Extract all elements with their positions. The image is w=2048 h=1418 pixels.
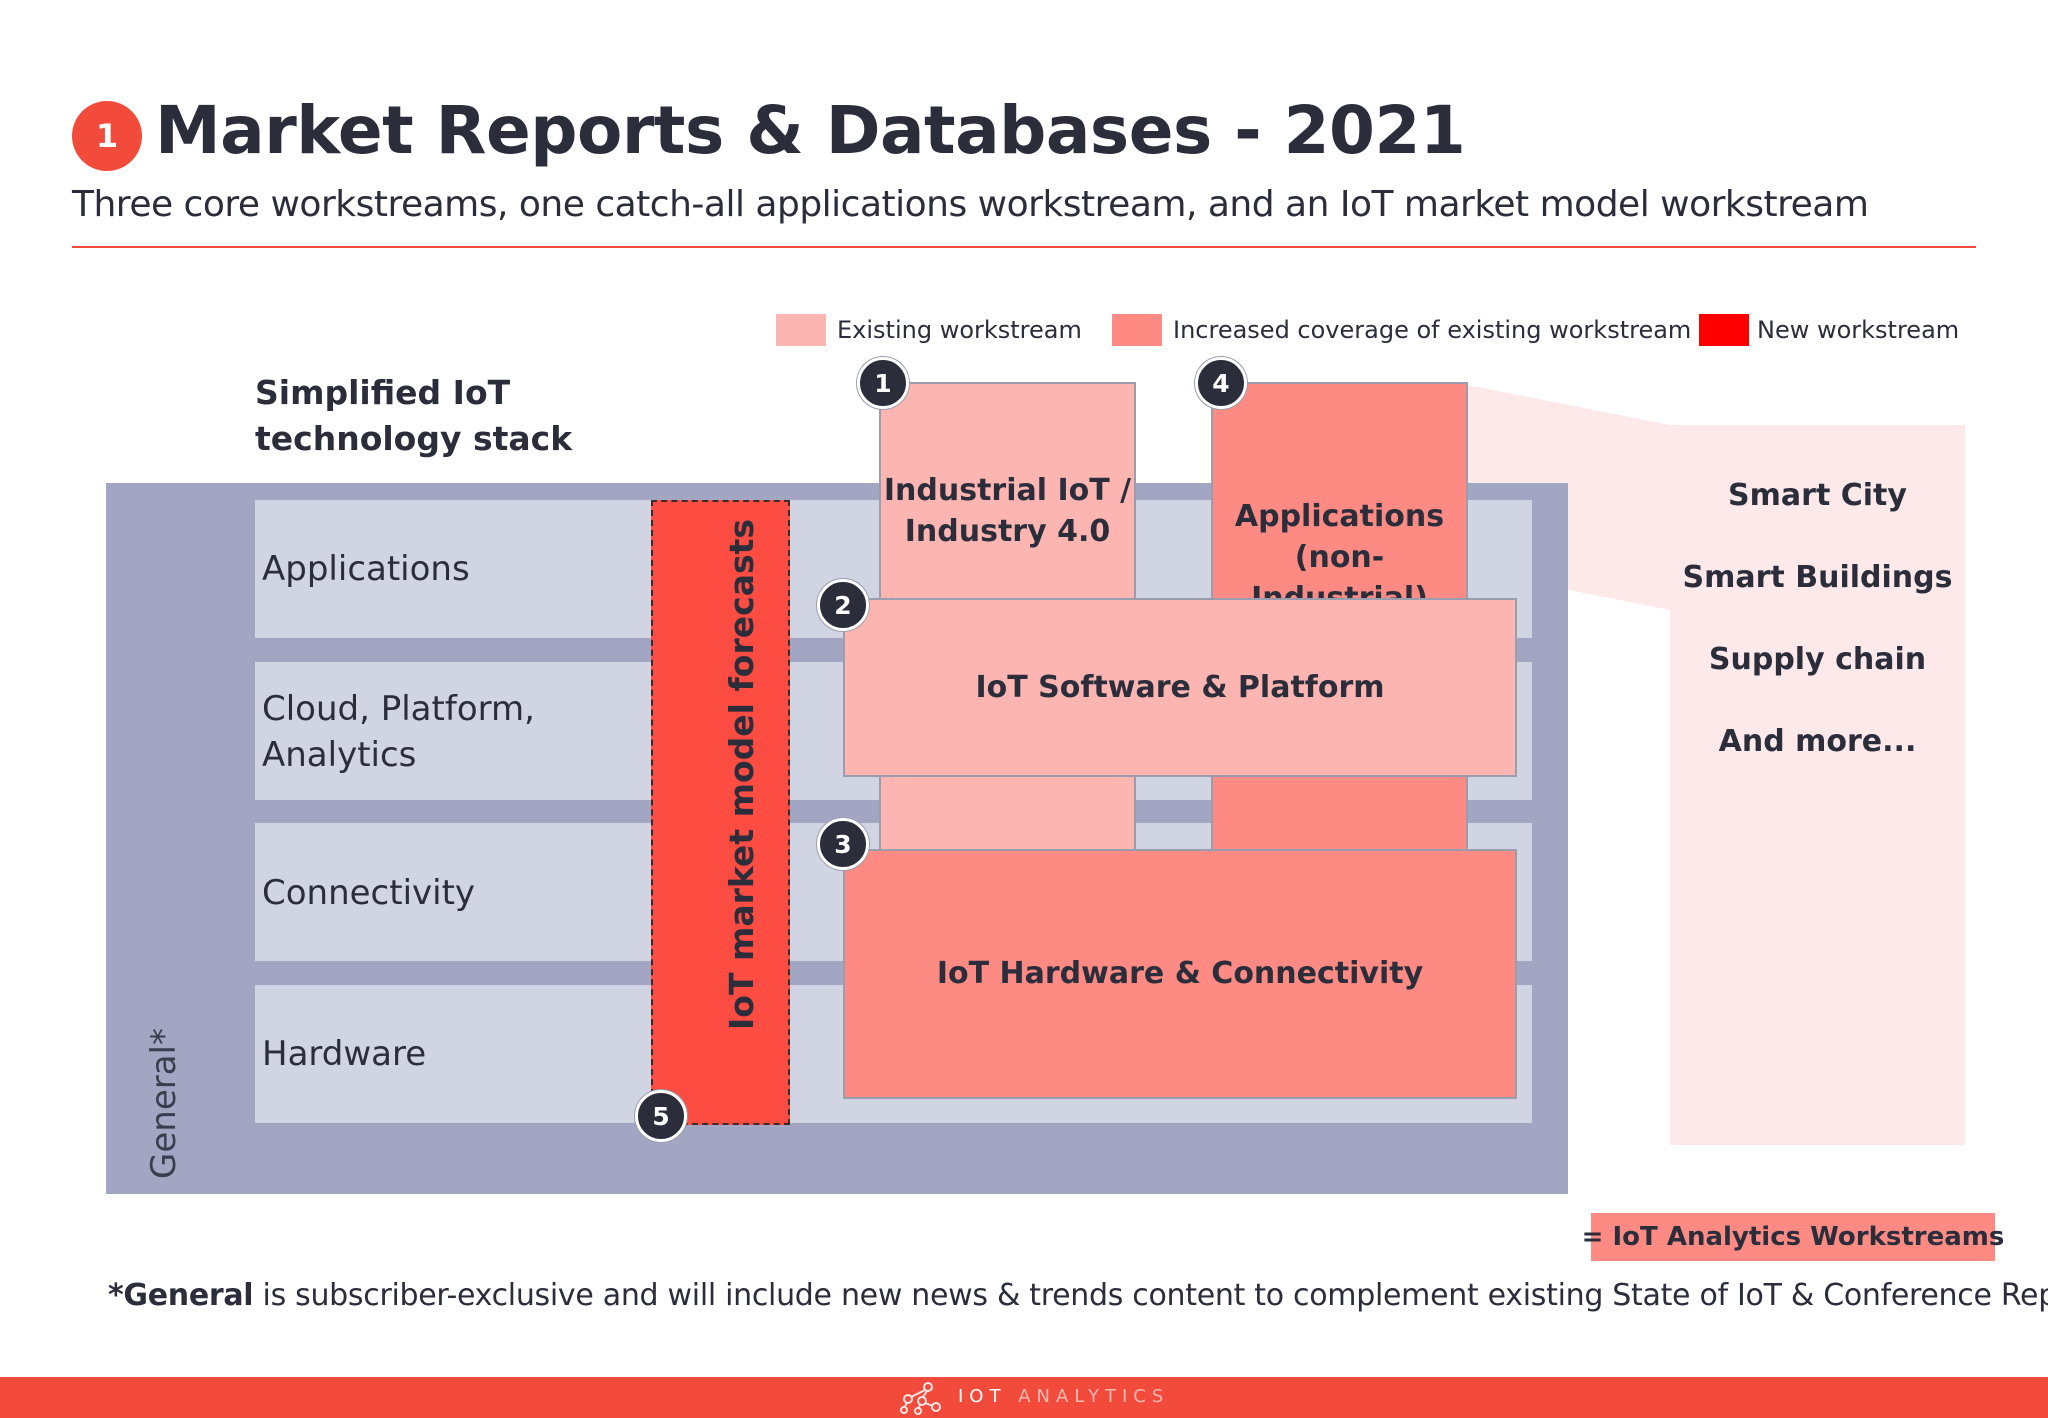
panel-item-smart-city: Smart City <box>1728 478 1907 513</box>
software-platform-block: IoT Software & Platform <box>843 598 1517 777</box>
industrial-iot-label-line1: Industrial IoT / <box>883 473 1132 508</box>
legend-swatch-new <box>1699 314 1749 346</box>
applications-panel <box>1670 425 1965 1145</box>
hardware-connectivity-label: IoT Hardware & Connectivity <box>936 956 1424 991</box>
page-title: Market Reports & Databases - 2021 <box>155 92 1466 169</box>
legend-swatch-existing <box>776 314 826 346</box>
layer-label-connectivity: Connectivity <box>262 873 476 913</box>
market-model-forecasts-label: IoT market model forecasts <box>722 518 761 1030</box>
legend-label-existing: Existing workstream <box>837 316 1082 344</box>
software-platform-label: IoT Software & Platform <box>975 669 1385 705</box>
workstream-badge-2: 2 <box>817 579 869 631</box>
layer-label-cloud: Cloud, Platform, Analytics <box>262 686 535 778</box>
industrial-iot-label: Industrial IoT / Industry 4.0 <box>879 470 1136 552</box>
footer-brand: IOT ANALYTICS <box>958 1386 1169 1407</box>
panel-item-and-more: And more... <box>1718 724 1917 759</box>
industrial-iot-label-line2: Industry 4.0 <box>904 514 1111 549</box>
workstreams-key: = IoT Analytics Workstreams <box>1582 1213 2004 1261</box>
layer-label-hardware: Hardware <box>262 1034 427 1074</box>
footer-brand-iot: IOT <box>958 1386 1007 1407</box>
stack-heading-line2: technology stack <box>255 419 573 458</box>
hardware-connectivity-block: IoT Hardware & Connectivity <box>843 849 1517 1099</box>
workstream-badge-3: 3 <box>817 818 869 870</box>
footnote: *General is subscriber-exclusive and wil… <box>108 1278 2048 1313</box>
market-model-forecasts-block <box>651 500 790 1125</box>
layer-label-cloud-line1: Cloud, Platform, <box>262 689 535 729</box>
title-divider <box>72 246 1976 248</box>
workstream-badge-5: 5 <box>635 1090 687 1142</box>
legend-label-new: New workstream <box>1757 316 1960 344</box>
legend-swatch-increased <box>1112 314 1162 346</box>
legend-label-increased: Increased coverage of existing workstrea… <box>1173 316 1692 344</box>
layer-label-applications: Applications <box>262 549 470 589</box>
footnote-text: is subscriber-exclusive and will include… <box>253 1278 2048 1313</box>
workstream-badge-4: 4 <box>1195 357 1247 409</box>
stack-heading: Simplified IoT technology stack <box>255 370 572 462</box>
layer-label-cloud-line2: Analytics <box>262 735 417 775</box>
footer-bar <box>0 1377 2048 1418</box>
footer-brand-analytics: ANALYTICS <box>1018 1386 1170 1407</box>
iot-analytics-logo-icon <box>900 1382 941 1415</box>
panel-item-supply-chain: Supply chain <box>1708 642 1927 677</box>
page-subtitle: Three core workstreams, one catch-all ap… <box>72 184 1869 225</box>
panel-item-smart-buildings: Smart Buildings <box>1682 560 1953 595</box>
section-number-badge: 1 <box>72 101 142 171</box>
applications-label-line1: Applications <box>1234 499 1445 534</box>
footnote-bold: *General <box>108 1278 254 1313</box>
general-label: General* <box>144 1028 184 1179</box>
stack-heading-line1: Simplified IoT <box>255 373 511 412</box>
workstream-badge-1: 1 <box>857 357 909 409</box>
